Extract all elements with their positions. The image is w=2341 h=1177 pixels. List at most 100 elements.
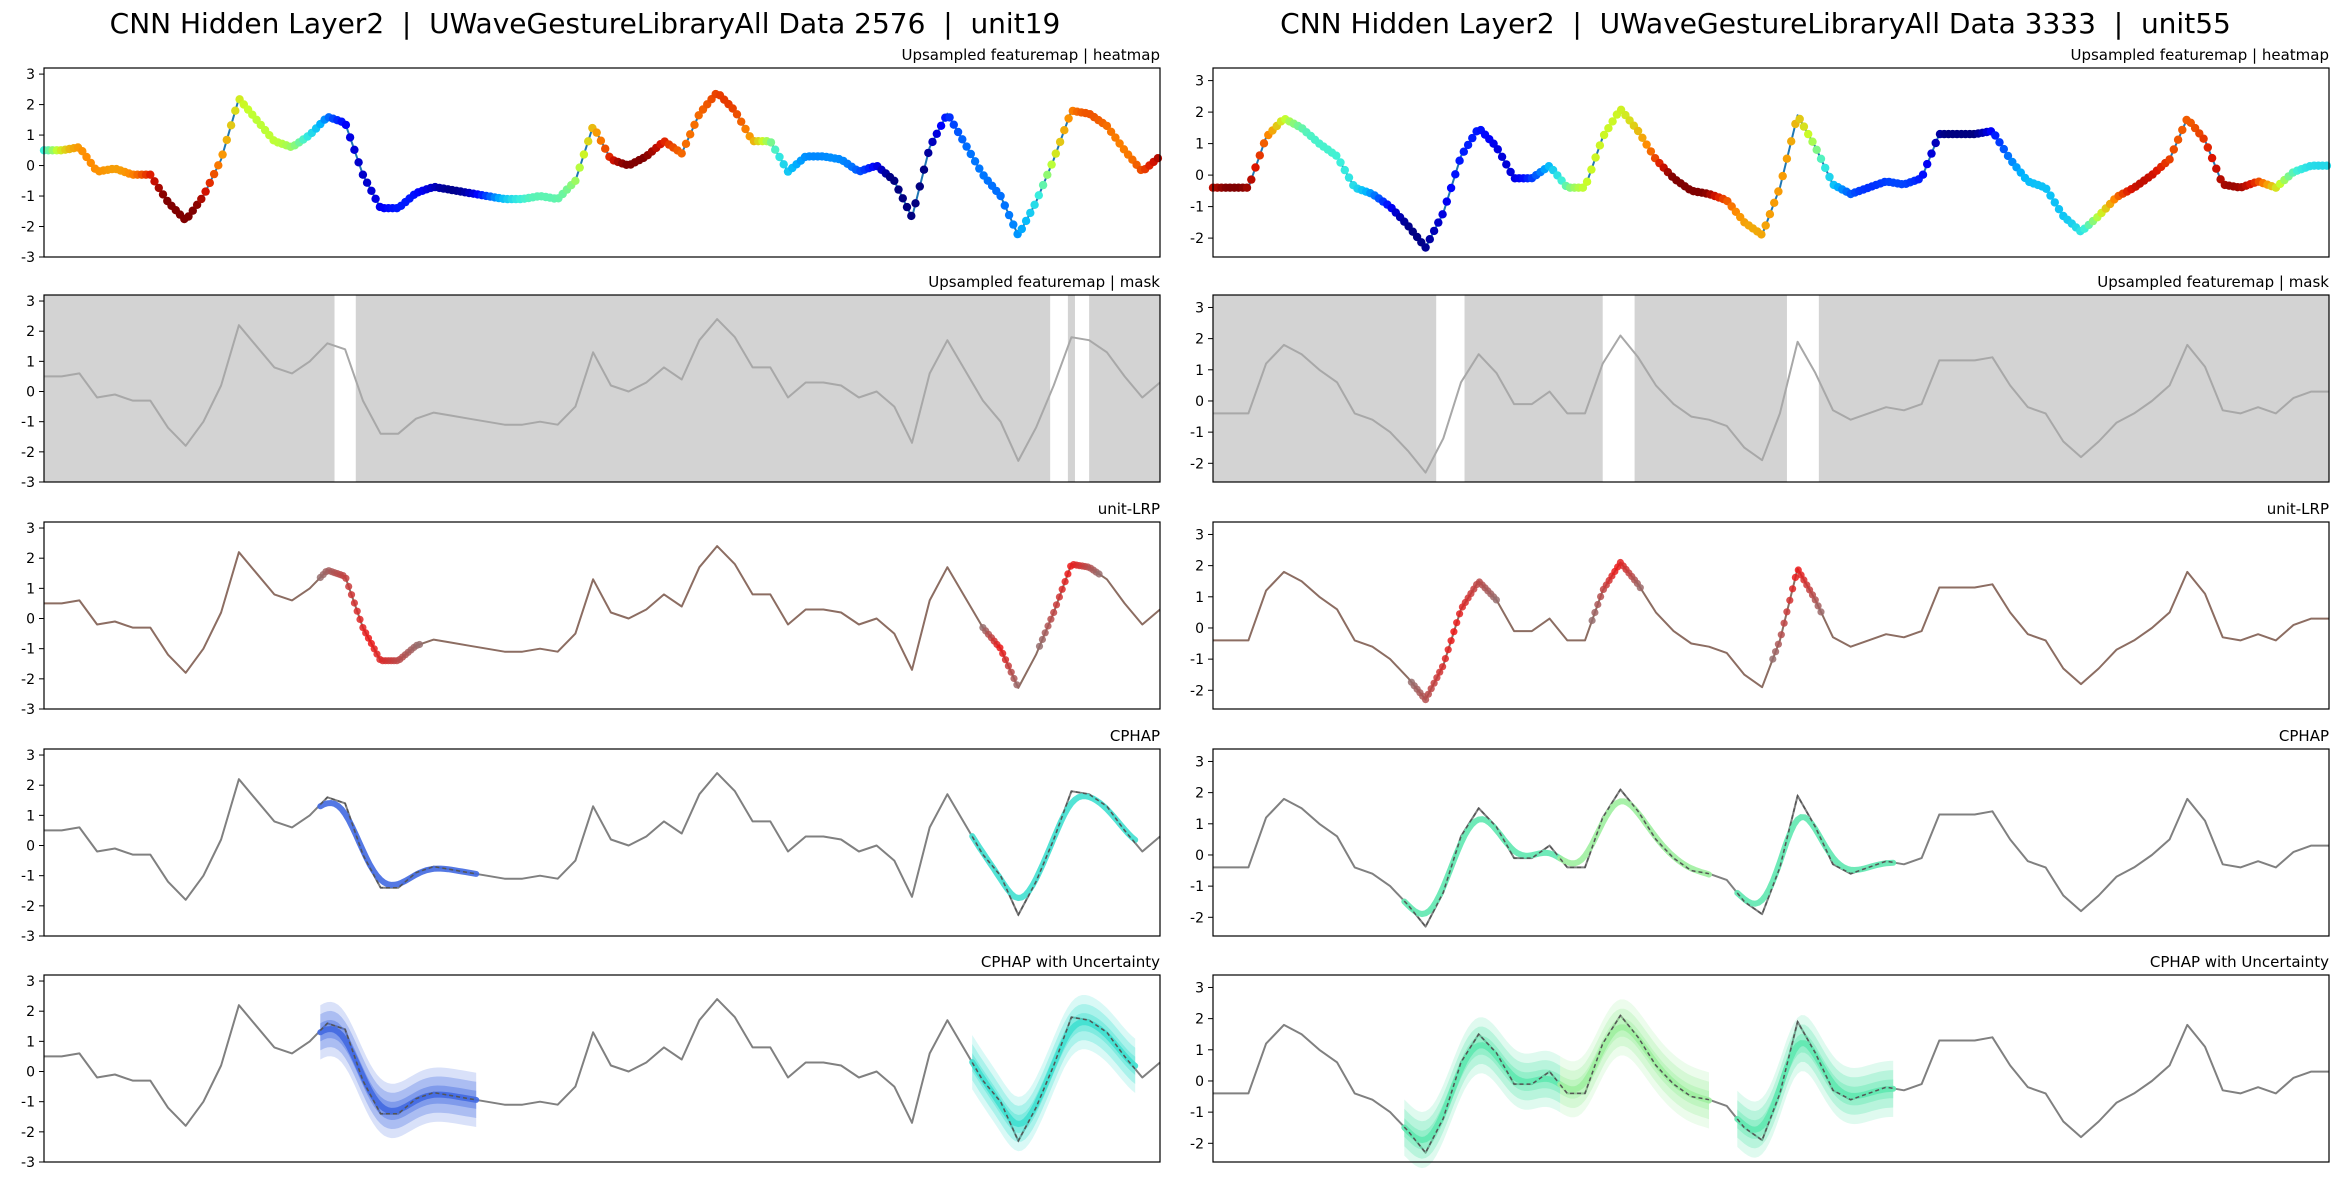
- heatmap-point: [1004, 210, 1014, 220]
- heatmap-point: [1344, 173, 1354, 182]
- heatmap-point: [1761, 221, 1770, 230]
- y-tick-label: -1: [21, 1095, 35, 1111]
- series-line: [44, 91, 1161, 237]
- heatmap-point: [571, 176, 580, 185]
- chart-title-right: CNN Hidden Layer2 | UWaveGestureLibraryA…: [1280, 7, 2231, 40]
- lrp-point: [1058, 585, 1066, 593]
- heatmap-point: [1999, 144, 2009, 154]
- lrp-point: [1588, 616, 1596, 625]
- panel-left-2: Upsampled featuremap | mask -3 -2 -1 0 1 2 3: [21, 273, 1161, 491]
- heatmap-point: [1043, 170, 1052, 179]
- axes-frame: [43, 521, 1161, 710]
- y-tick-label: 0: [26, 385, 35, 401]
- uncertainty-band: [320, 1010, 477, 1129]
- heatmap-point: [1055, 137, 1065, 147]
- heatmap-point: [1434, 218, 1443, 227]
- heatmap-point: [2207, 153, 2217, 163]
- lrp-point: [1447, 637, 1455, 645]
- lrp-point: [1791, 573, 1799, 582]
- uncertainty-band: [972, 995, 1136, 1152]
- cphap-input-segment: [1403, 1032, 1561, 1155]
- y-tick-label: 1: [26, 1034, 35, 1050]
- y-tick-label: -1: [1190, 200, 1204, 216]
- lrp-point: [1430, 679, 1438, 687]
- lrp-point: [1038, 635, 1046, 644]
- heatmap-point: [907, 211, 916, 221]
- y-tick-label: 2: [1195, 1012, 1204, 1028]
- panel-title: Upsampled featuremap | mask: [928, 273, 1160, 291]
- panel-left-3: unit-LRP -3 -2 -1 0 1 2 3: [21, 500, 1161, 718]
- heatmap-point: [1026, 208, 1035, 218]
- heatmap-point: [975, 164, 984, 173]
- heatmap-point: [1821, 163, 1830, 173]
- heatmap-point: [1799, 122, 1809, 131]
- y-tick-label: 2: [1195, 105, 1204, 121]
- heatmap-point: [1795, 114, 1804, 124]
- heatmap-point: [78, 147, 87, 156]
- y-tick-label: -2: [1190, 1136, 1204, 1152]
- heatmap-point: [1578, 183, 1588, 192]
- y-tick-label: -3: [21, 1155, 35, 1171]
- lrp-point: [373, 650, 381, 658]
- heatmap-point: [579, 150, 589, 159]
- heatmap-point: [1816, 154, 1826, 163]
- heatmap-point: [1778, 171, 1787, 181]
- lrp-point: [1041, 629, 1049, 637]
- heatmap-point: [928, 137, 937, 147]
- y-tick-label: 1: [1195, 590, 1204, 606]
- heatmap-point: [1599, 130, 1609, 140]
- lrp-point: [356, 615, 364, 624]
- y-tick-label: -3: [21, 702, 35, 718]
- heatmap-point: [2169, 145, 2178, 154]
- heatmap-point: [1009, 220, 1018, 229]
- mask-region: [1818, 295, 2329, 482]
- panel-title: Upsampled featuremap | heatmap: [2070, 46, 2329, 64]
- lrp-point: [1591, 608, 1599, 617]
- panel-title: unit-LRP: [2267, 500, 2329, 518]
- heatmap-point: [996, 191, 1005, 201]
- heatmap-point: [218, 150, 227, 159]
- lrp-point: [367, 639, 375, 648]
- heatmap-point: [677, 149, 686, 158]
- heatmap-point: [894, 185, 903, 194]
- cphap-prototype: [1401, 1042, 1564, 1144]
- heatmap-point: [1340, 165, 1350, 175]
- axes-frame: [1212, 974, 2330, 1163]
- series-line: [1213, 561, 2329, 701]
- lrp-point: [1436, 668, 1444, 676]
- heatmap-point: [1808, 137, 1817, 146]
- y-tick-label: 0: [1195, 621, 1204, 637]
- heatmap-point: [1638, 133, 1647, 142]
- mask-region: [44, 295, 335, 482]
- y-tick-label: -3: [21, 250, 35, 266]
- heatmap-point: [596, 136, 606, 145]
- panel-title: CPHAP: [1110, 727, 1160, 745]
- y-tick-label: 3: [26, 67, 35, 83]
- cphap-prototype: [317, 799, 480, 888]
- heatmap-point: [1438, 210, 1447, 219]
- axes-frame: [43, 67, 1161, 258]
- heatmap-point: [771, 145, 780, 154]
- chart-title-left: CNN Hidden Layer2 | UWaveGestureLibraryA…: [109, 7, 1061, 40]
- y-tick-label: 3: [26, 294, 35, 310]
- y-tick-label: 3: [1195, 980, 1204, 996]
- lrp-point: [1777, 631, 1785, 639]
- series-line: [1213, 788, 2329, 928]
- y-tick-label: 1: [1195, 137, 1204, 153]
- uncertainty-band: [972, 1013, 1136, 1134]
- lrp-point: [1001, 656, 1010, 664]
- heatmap-point: [86, 158, 96, 168]
- y-tick-label: 3: [26, 974, 35, 990]
- heatmap-point: [1038, 180, 1048, 190]
- lrp-point: [1780, 619, 1788, 627]
- axes-frame: [1212, 67, 2330, 258]
- heatmap-point: [1017, 224, 1026, 234]
- heatmap-point: [2322, 161, 2332, 170]
- heatmap-point: [1782, 154, 1792, 163]
- heatmap-point: [2199, 134, 2208, 143]
- heatmap-point: [1633, 126, 1643, 136]
- heatmap-point: [690, 120, 699, 129]
- cphap-prototype: [1734, 814, 1897, 907]
- heatmap-point: [231, 106, 240, 115]
- lrp-point: [1444, 646, 1452, 654]
